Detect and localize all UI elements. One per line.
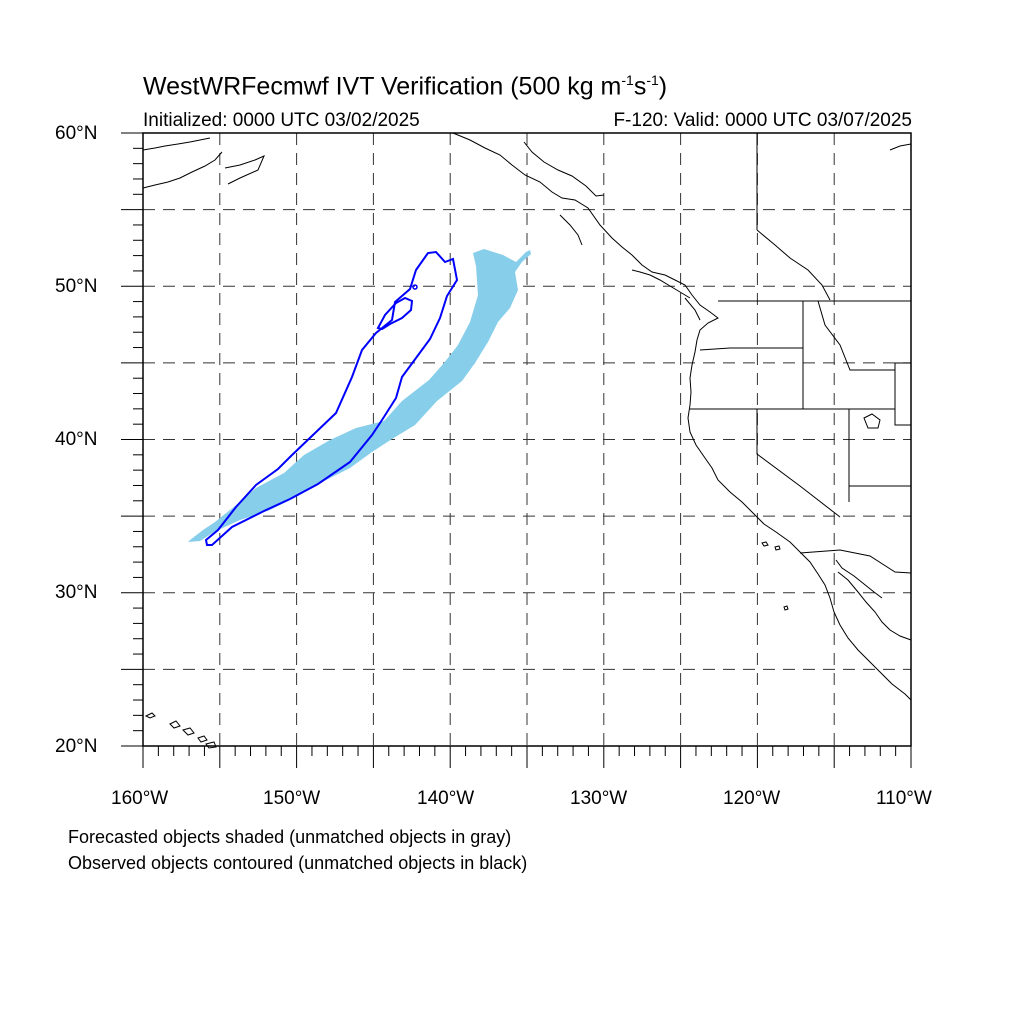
lon-label-130: 130°W	[570, 788, 628, 809]
lat-label-60: 60°N	[55, 123, 98, 144]
chart-title: WestWRFecmwf IVT Verification (500 kg m-…	[143, 72, 668, 101]
observed-contour-inner	[376, 296, 414, 331]
observed-contour	[204, 250, 459, 546]
note-forecast: Forecasted objects shaded (unmatched obj…	[68, 827, 512, 847]
forecast-object	[188, 249, 531, 542]
lat-label-20: 20°N	[55, 736, 98, 757]
lon-label-110: 110°W	[876, 788, 932, 809]
lon-label-160: 160°W	[111, 788, 169, 809]
initialized-label: Initialized: 0000 UTC 03/02/2025	[143, 110, 420, 131]
lon-label-120: 120°W	[723, 788, 781, 809]
lat-label-30: 30°N	[55, 582, 98, 603]
lat-label-50: 50°N	[55, 276, 98, 297]
grid-lines	[143, 133, 911, 746]
political-boundaries	[690, 133, 912, 574]
plot-frame	[142, 132, 912, 747]
lon-label-140: 140°W	[417, 788, 475, 809]
coastlines	[142, 132, 912, 749]
note-observed: Observed objects contoured (unmatched ob…	[68, 853, 528, 873]
ticks	[121, 132, 912, 768]
observed-contour-dot	[412, 284, 418, 290]
valid-time-label: F-120: Valid: 0000 UTC 03/07/2025	[613, 110, 912, 131]
lon-label-150: 150°W	[263, 788, 321, 809]
lat-label-40: 40°N	[55, 429, 98, 450]
